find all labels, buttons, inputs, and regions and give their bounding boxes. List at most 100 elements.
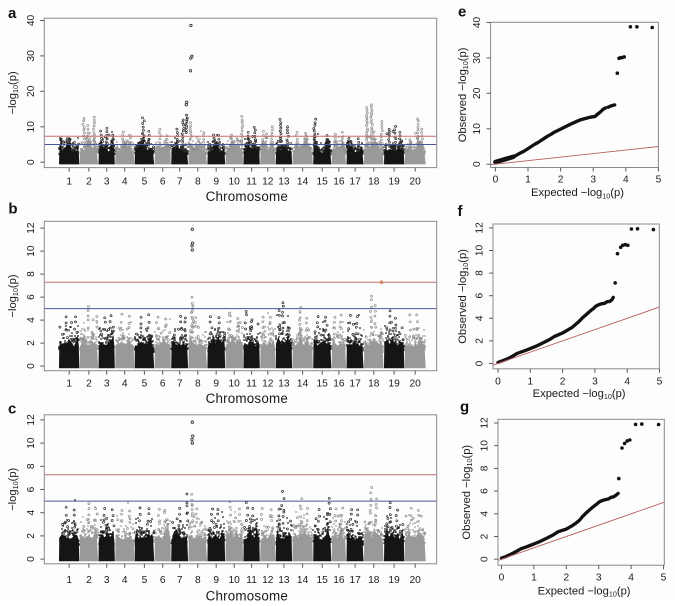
svg-text:8: 8	[195, 575, 201, 586]
svg-text:4: 4	[122, 575, 128, 586]
svg-text:Chromosome: Chromosome	[206, 189, 288, 204]
svg-text:2: 2	[475, 338, 486, 344]
svg-text:0: 0	[475, 360, 486, 366]
svg-text:Observed −log10(p): Observed −log10(p)	[461, 445, 474, 540]
svg-text:c: c	[8, 400, 16, 417]
svg-text:8: 8	[195, 379, 201, 390]
svg-text:f: f	[458, 203, 464, 220]
svg-text:6: 6	[160, 575, 166, 586]
svg-text:3: 3	[596, 572, 602, 583]
svg-text:14: 14	[297, 379, 309, 390]
svg-text:20: 20	[472, 87, 483, 99]
svg-text:8: 8	[475, 270, 486, 276]
svg-text:18: 18	[368, 176, 380, 187]
svg-text:1: 1	[66, 379, 72, 390]
svg-text:20: 20	[26, 85, 37, 97]
svg-text:10: 10	[472, 123, 483, 135]
svg-text:0: 0	[480, 556, 491, 562]
svg-text:11: 11	[246, 379, 257, 390]
svg-text:8: 8	[480, 465, 491, 471]
svg-text:40: 40	[26, 15, 37, 27]
svg-text:1: 1	[531, 572, 537, 583]
svg-text:40: 40	[472, 17, 483, 29]
svg-text:12: 12	[480, 417, 491, 429]
svg-text:9: 9	[213, 176, 219, 187]
svg-text:10: 10	[26, 121, 37, 133]
svg-text:10: 10	[229, 379, 241, 390]
svg-text:e: e	[458, 4, 466, 21]
svg-text:17: 17	[349, 379, 361, 390]
svg-text:6: 6	[475, 293, 486, 299]
svg-text:0: 0	[495, 377, 501, 388]
svg-text:4: 4	[623, 175, 629, 186]
svg-text:18: 18	[368, 379, 380, 390]
svg-text:4: 4	[624, 377, 630, 388]
svg-text:Expected −log10(p): Expected −log10(p)	[538, 585, 631, 598]
svg-text:1: 1	[525, 175, 531, 186]
svg-text:19: 19	[388, 575, 400, 586]
svg-text:0: 0	[499, 572, 505, 583]
svg-text:16: 16	[333, 176, 345, 187]
svg-text:0: 0	[472, 161, 483, 167]
svg-text:15: 15	[317, 176, 329, 187]
svg-text:10: 10	[229, 176, 241, 187]
svg-text:19: 19	[388, 176, 400, 187]
svg-text:3: 3	[590, 175, 596, 186]
svg-text:20: 20	[410, 575, 422, 586]
svg-text:5: 5	[661, 572, 667, 583]
svg-text:4: 4	[122, 176, 128, 187]
svg-text:2: 2	[26, 533, 37, 539]
svg-text:4: 4	[475, 315, 486, 321]
svg-text:Chromosome: Chromosome	[206, 391, 288, 406]
svg-text:12: 12	[26, 414, 37, 426]
svg-text:5: 5	[656, 175, 662, 186]
svg-text:7: 7	[177, 379, 183, 390]
svg-text:13: 13	[278, 575, 290, 586]
svg-text:8: 8	[195, 176, 201, 187]
svg-text:5: 5	[142, 575, 148, 586]
svg-text:6: 6	[26, 294, 37, 300]
svg-text:13: 13	[278, 176, 290, 187]
svg-text:19: 19	[388, 379, 400, 390]
svg-text:6: 6	[160, 176, 166, 187]
svg-text:8: 8	[26, 463, 37, 469]
svg-text:6: 6	[480, 488, 491, 494]
svg-text:1: 1	[66, 176, 72, 187]
svg-text:2: 2	[86, 176, 92, 187]
svg-text:Expected −log10(p): Expected −log10(p)	[531, 187, 624, 200]
svg-text:2: 2	[560, 377, 566, 388]
svg-text:4: 4	[628, 572, 634, 583]
svg-text:2: 2	[480, 533, 491, 539]
svg-text:4: 4	[26, 510, 37, 516]
svg-text:2: 2	[86, 379, 92, 390]
svg-text:17: 17	[349, 575, 361, 586]
svg-text:16: 16	[333, 379, 345, 390]
svg-text:6: 6	[26, 486, 37, 492]
svg-text:20: 20	[410, 379, 422, 390]
svg-text:a: a	[8, 5, 17, 22]
svg-text:3: 3	[104, 176, 110, 187]
svg-text:1: 1	[66, 575, 72, 586]
svg-text:9: 9	[213, 379, 219, 390]
svg-text:Expected −log10(p): Expected −log10(p)	[533, 388, 626, 401]
svg-text:14: 14	[297, 176, 309, 187]
svg-text:10: 10	[26, 437, 37, 449]
svg-text:Observed −log10(p): Observed −log10(p)	[457, 47, 470, 142]
svg-text:0: 0	[26, 159, 37, 165]
svg-text:b: b	[8, 201, 17, 218]
svg-text:0: 0	[26, 363, 37, 369]
svg-text:13: 13	[278, 379, 290, 390]
svg-text:12: 12	[262, 379, 274, 390]
svg-text:2: 2	[563, 572, 569, 583]
svg-text:2: 2	[558, 175, 564, 186]
svg-text:2: 2	[26, 340, 37, 346]
svg-text:15: 15	[317, 575, 329, 586]
svg-text:2: 2	[86, 575, 92, 586]
svg-text:3: 3	[592, 377, 598, 388]
svg-text:6: 6	[160, 379, 166, 390]
svg-text:9: 9	[213, 575, 219, 586]
svg-text:11: 11	[246, 575, 257, 586]
svg-text:10: 10	[229, 575, 241, 586]
svg-text:14: 14	[297, 575, 309, 586]
svg-text:−log10(p): −log10(p)	[7, 274, 20, 317]
